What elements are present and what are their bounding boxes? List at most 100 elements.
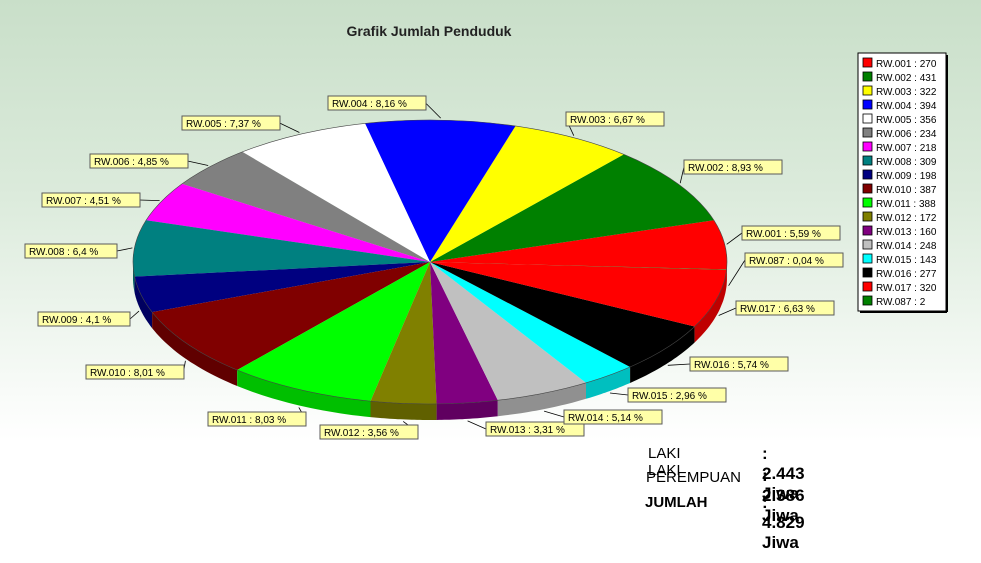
slice-label: RW.003 : 6,67 %: [570, 115, 645, 126]
slice-label: RW.017 : 6,63 %: [740, 304, 815, 315]
summary-value-male: : 2.443 Jiwa: [762, 444, 805, 503]
legend-swatch: [862, 295, 873, 306]
legend-entry: RW.014 : 248: [876, 241, 937, 252]
slice-label-box: [319, 424, 419, 440]
leader-line: [139, 199, 160, 201]
slice-rw.014: [430, 262, 586, 401]
summary-value-female: : 2.386 Jiwa: [762, 466, 805, 525]
leader-lines: [116, 102, 746, 433]
leader-line: [467, 420, 487, 430]
legend: RW.001 : 270 RW.002 : 431 RW.003 : 322 RW.0…: [857, 52, 948, 313]
slice-label: RW.004 : 8,16 %: [332, 99, 407, 110]
slice-rw.010: [152, 262, 430, 370]
slice-label-box: [741, 225, 841, 241]
summary-label-male: LAKI LAKI: [648, 445, 681, 479]
legend-swatch: [862, 113, 873, 124]
legend-swatch: [862, 169, 873, 180]
legend-entry: RW.013 : 160: [876, 227, 937, 238]
leader-line: [726, 232, 743, 245]
pie-rim: [132, 119, 728, 405]
slice-label-box: [627, 387, 727, 403]
slice-side-15: [586, 367, 631, 399]
legend-swatch: [862, 225, 873, 236]
slice-rw.003: [430, 126, 624, 262]
slice-rw.008: [133, 220, 430, 277]
legend-entry: RW.004 : 394: [876, 101, 937, 112]
slice-rw.002: [430, 154, 714, 262]
leader-line: [129, 310, 140, 320]
slice-label-box: [565, 111, 665, 127]
slice-label-box: [683, 159, 783, 175]
slice-rw.006: [182, 151, 430, 262]
legend-swatch: [862, 211, 873, 222]
legend-entry: RW.007 : 218: [876, 143, 937, 154]
slice-label-box: [181, 115, 281, 131]
legend-swatch: [862, 253, 873, 264]
slice-side-11: [237, 370, 371, 418]
slice-side-17: [694, 269, 727, 343]
leader-line: [667, 363, 691, 366]
slice-label: RW.002 : 8,93 %: [688, 163, 763, 174]
slice-label-box: [24, 243, 118, 259]
slice-label: RW.010 : 8,01 %: [90, 368, 165, 379]
legend-swatch: [862, 281, 873, 292]
slice-label-box: [85, 364, 185, 380]
slice-label: RW.009 : 4,1 %: [42, 315, 111, 326]
slice-label: RW.014 : 5,14 %: [568, 413, 643, 424]
slice-label-box: [207, 411, 307, 427]
slice-labels: RW.001 : 5,59 % RW.002 : 8,93 % RW.003 : 6…: [24, 95, 844, 440]
legend-entry: RW.009 : 198: [876, 171, 937, 182]
slice-rw.016: [430, 262, 695, 367]
slice-label-box: [735, 300, 835, 316]
slice-label: RW.016 : 5,74 %: [694, 360, 769, 371]
slice-label: RW.001 : 5,59 %: [746, 229, 821, 240]
slice-label-box: [89, 153, 189, 169]
legend-entry: RW.012 : 172: [876, 213, 937, 224]
legend-swatch: [862, 239, 873, 250]
slice-rw.087: [430, 262, 727, 270]
legend-entry: RW.010 : 387: [876, 185, 937, 196]
leader-line: [116, 247, 133, 252]
legend-swatch: [862, 57, 873, 68]
slice-label: RW.005 : 7,37 %: [186, 119, 261, 130]
legend-entry: RW.015 : 143: [876, 255, 937, 266]
slice-rw.015: [430, 262, 631, 383]
slice-label: RW.013 : 3,31 %: [490, 425, 565, 436]
slice-rw.012: [370, 262, 437, 405]
legend-entry: RW.005 : 356: [876, 115, 937, 126]
leader-line: [279, 122, 300, 133]
slice-side-9: [134, 276, 153, 329]
legend-swatch: [862, 71, 873, 82]
slice-label: RW.008 : 6,4 %: [29, 247, 98, 258]
legend-entry: RW.011 : 388: [876, 199, 936, 210]
legend-swatch: [862, 127, 873, 138]
legend-entry: RW.017 : 320: [876, 283, 937, 294]
slice-rw.009: [134, 262, 430, 313]
legend-swatch: [862, 267, 873, 278]
legend-swatch: [862, 99, 873, 110]
summary-label-total: JUMLAH: [645, 494, 708, 511]
slice-label-box: [41, 192, 141, 208]
legend-entry: RW.006 : 234: [876, 129, 937, 140]
slice-label: RW.012 : 3,56 %: [324, 428, 399, 439]
leader-line: [187, 160, 209, 166]
slice-rw.007: [146, 183, 430, 262]
slice-side-14: [497, 382, 586, 417]
legend-swatch: [862, 155, 873, 166]
pie-depth-layer: [133, 262, 727, 420]
slice-side-10: [152, 312, 238, 386]
legend-swatch: [862, 197, 873, 208]
slice-rw.001: [430, 220, 727, 270]
slice-label-box: [689, 356, 789, 372]
summary-value-total: : 4.829 Jiwa: [762, 493, 805, 552]
leader-line: [609, 392, 629, 396]
leader-line: [679, 166, 685, 184]
legend-entry: RW.087 : 2: [876, 297, 926, 308]
legend-frame: [857, 52, 947, 312]
slice-label: RW.015 : 2,96 %: [632, 391, 707, 402]
slice-label-box: [744, 252, 844, 268]
legend-swatch: [862, 85, 873, 96]
slice-label: RW.006 : 4,85 %: [94, 157, 169, 168]
